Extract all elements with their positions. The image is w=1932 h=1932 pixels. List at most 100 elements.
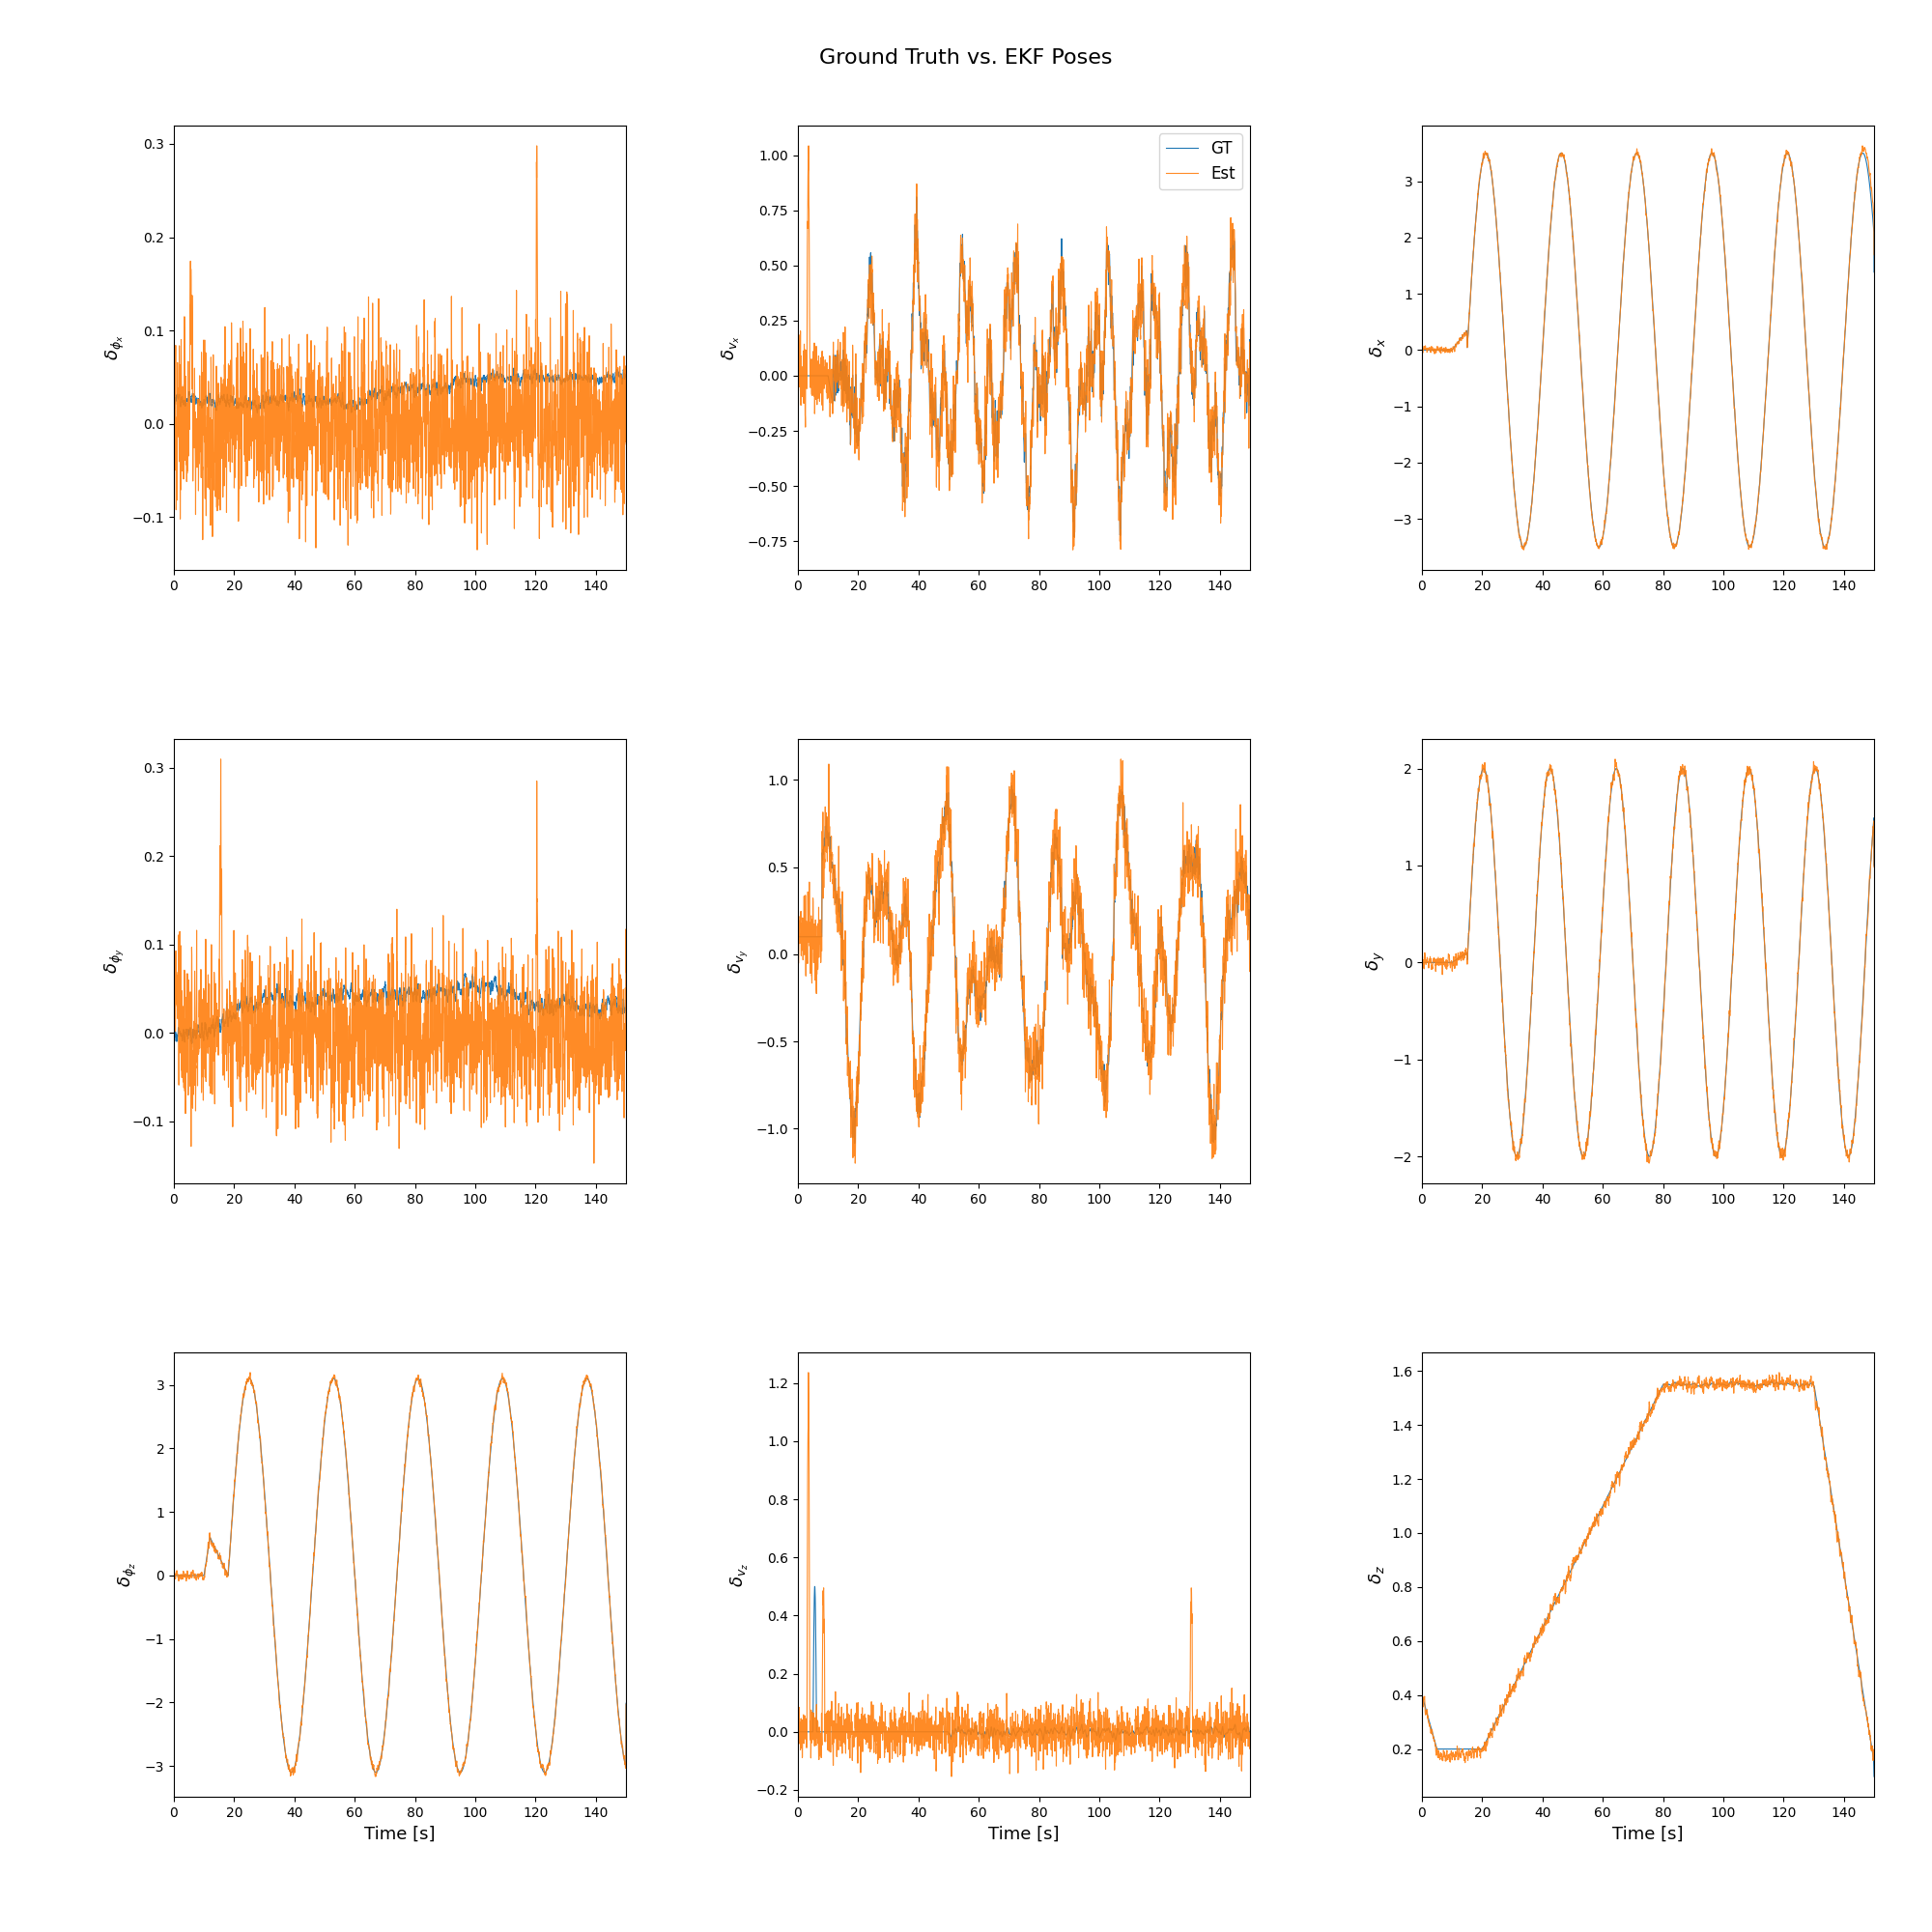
GT [1804, 491, 1828, 514]
Est [1604, 752, 1627, 775]
Y-axis label: $\delta_{\phi_y}$: $\delta_{\phi_y}$ [102, 949, 128, 974]
Y-axis label: $\delta_{v_x}$: $\delta_{v_x}$ [721, 336, 742, 359]
Est [556, 1522, 580, 1546]
Line: GT: GT [798, 197, 1250, 537]
GT [162, 392, 185, 415]
GT [529, 355, 553, 379]
GT [556, 1520, 580, 1544]
GT [1862, 1766, 1886, 1789]
GT [238, 1368, 261, 1391]
Est [355, 1719, 379, 1743]
Est [607, 999, 630, 1022]
Line: Est: Est [798, 759, 1250, 1163]
Est [209, 748, 232, 771]
Est [1238, 1731, 1262, 1754]
Y-axis label: $\delta_z$: $\delta_z$ [1366, 1565, 1385, 1584]
Line: Est: Est [798, 145, 1250, 551]
Est [1410, 1739, 1434, 1762]
GT [242, 390, 265, 413]
GT [1862, 854, 1886, 877]
Est [1513, 539, 1536, 562]
GT [1853, 1696, 1876, 1719]
Line: Est: Est [1422, 145, 1874, 551]
GT [614, 1692, 638, 1716]
GT [960, 309, 983, 332]
Line: GT: GT [1422, 769, 1874, 1157]
GT [1513, 535, 1536, 558]
Est [844, 1151, 867, 1175]
GT [1180, 1719, 1204, 1743]
GT [355, 991, 379, 1014]
GT [607, 997, 630, 1020]
Est [838, 404, 862, 427]
Est [1855, 137, 1878, 160]
GT [1804, 1389, 1828, 1412]
Est [1804, 755, 1828, 779]
Est [582, 1151, 605, 1175]
GT [1505, 1146, 1528, 1169]
GT [162, 1563, 185, 1586]
Est [1453, 1750, 1476, 1774]
Est [526, 133, 549, 156]
Text: Ground Truth vs. EKF Poses: Ground Truth vs. EKF Poses [819, 48, 1113, 68]
GT [1063, 526, 1086, 549]
Est [866, 1719, 889, 1743]
Est [786, 1727, 810, 1750]
GT [1238, 1721, 1262, 1745]
Est [162, 1007, 185, 1030]
Est [1180, 869, 1204, 893]
Est [466, 539, 489, 562]
Est [1238, 357, 1262, 381]
GT [1490, 269, 1513, 292]
Line: Est: Est [174, 1372, 626, 1777]
GT [1862, 261, 1886, 284]
GT [607, 363, 630, 386]
Est [1604, 748, 1627, 771]
Line: Est: Est [798, 1372, 1250, 1777]
Est [614, 960, 638, 983]
Line: GT: GT [1422, 153, 1874, 547]
GT [1410, 951, 1434, 974]
Est [1804, 1389, 1828, 1412]
Est [336, 1039, 359, 1063]
Y-axis label: $\delta_y$: $\delta_y$ [1364, 951, 1387, 972]
Est [1862, 856, 1886, 879]
Est [941, 1766, 964, 1789]
Est [242, 1372, 265, 1395]
GT [1238, 344, 1262, 367]
GT [1238, 925, 1262, 949]
Est [1804, 487, 1828, 510]
Line: GT: GT [174, 367, 626, 413]
Est [1862, 1743, 1886, 1766]
Est [838, 1082, 862, 1105]
Est [363, 1766, 386, 1789]
GT [214, 1010, 238, 1034]
GT [980, 1718, 1003, 1741]
Est [355, 1037, 379, 1061]
GT [1463, 1737, 1486, 1760]
Est [614, 1692, 638, 1716]
GT [1584, 1026, 1607, 1049]
GT [1229, 1729, 1252, 1752]
Line: Est: Est [174, 145, 626, 551]
Est [1061, 539, 1084, 562]
Est [798, 133, 821, 156]
Est [1584, 527, 1607, 551]
Est [614, 433, 638, 456]
GT [280, 1760, 303, 1783]
GT [1855, 943, 1878, 966]
Est [786, 388, 810, 412]
GT [1604, 1470, 1627, 1493]
Y-axis label: $\delta_{v_y}$: $\delta_{v_y}$ [726, 949, 752, 974]
Est [556, 966, 580, 989]
Est [336, 1461, 359, 1484]
Y-axis label: $\delta_x$: $\delta_x$ [1368, 338, 1387, 357]
GT [866, 363, 889, 386]
Est [1638, 1151, 1662, 1175]
X-axis label: Time [s]: Time [s] [1613, 1826, 1683, 1843]
Est [1180, 1725, 1204, 1748]
Est [214, 390, 238, 413]
GT [838, 383, 862, 406]
GT [607, 1692, 630, 1716]
Est [162, 417, 185, 440]
